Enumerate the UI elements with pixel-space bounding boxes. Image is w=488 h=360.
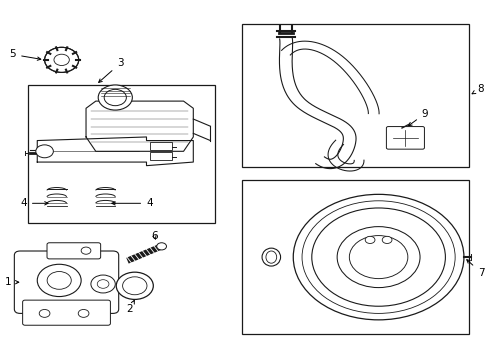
FancyBboxPatch shape xyxy=(47,243,101,259)
Circle shape xyxy=(116,272,153,300)
Bar xyxy=(242,24,468,167)
Circle shape xyxy=(37,264,81,297)
Circle shape xyxy=(47,271,71,289)
Circle shape xyxy=(293,194,463,320)
Circle shape xyxy=(336,226,419,288)
Circle shape xyxy=(382,236,391,243)
Circle shape xyxy=(365,236,374,243)
Circle shape xyxy=(44,47,79,72)
Circle shape xyxy=(91,275,115,293)
Bar xyxy=(27,85,215,223)
Circle shape xyxy=(302,201,454,314)
Text: 8: 8 xyxy=(471,84,483,94)
Circle shape xyxy=(54,54,69,66)
Text: 1: 1 xyxy=(5,277,19,287)
Circle shape xyxy=(348,235,407,279)
Circle shape xyxy=(36,145,53,158)
Bar xyxy=(149,141,171,149)
Circle shape xyxy=(311,208,445,306)
Text: 9: 9 xyxy=(407,109,427,126)
FancyBboxPatch shape xyxy=(14,251,119,314)
Circle shape xyxy=(122,277,147,295)
Bar xyxy=(242,180,468,334)
Circle shape xyxy=(97,280,109,288)
Text: 6: 6 xyxy=(151,231,157,240)
Bar xyxy=(149,152,171,160)
FancyBboxPatch shape xyxy=(22,300,110,325)
Circle shape xyxy=(39,310,50,318)
Ellipse shape xyxy=(265,251,276,263)
Text: 4: 4 xyxy=(112,198,152,208)
Text: 3: 3 xyxy=(99,58,123,82)
Text: 7: 7 xyxy=(466,260,483,278)
Circle shape xyxy=(157,243,166,250)
FancyBboxPatch shape xyxy=(386,127,424,149)
Ellipse shape xyxy=(262,248,280,266)
Circle shape xyxy=(81,247,91,254)
Text: 4: 4 xyxy=(20,198,48,208)
Text: 2: 2 xyxy=(126,300,134,314)
Text: 5: 5 xyxy=(10,49,41,60)
Circle shape xyxy=(98,85,132,110)
Circle shape xyxy=(78,310,89,318)
Circle shape xyxy=(104,89,126,106)
